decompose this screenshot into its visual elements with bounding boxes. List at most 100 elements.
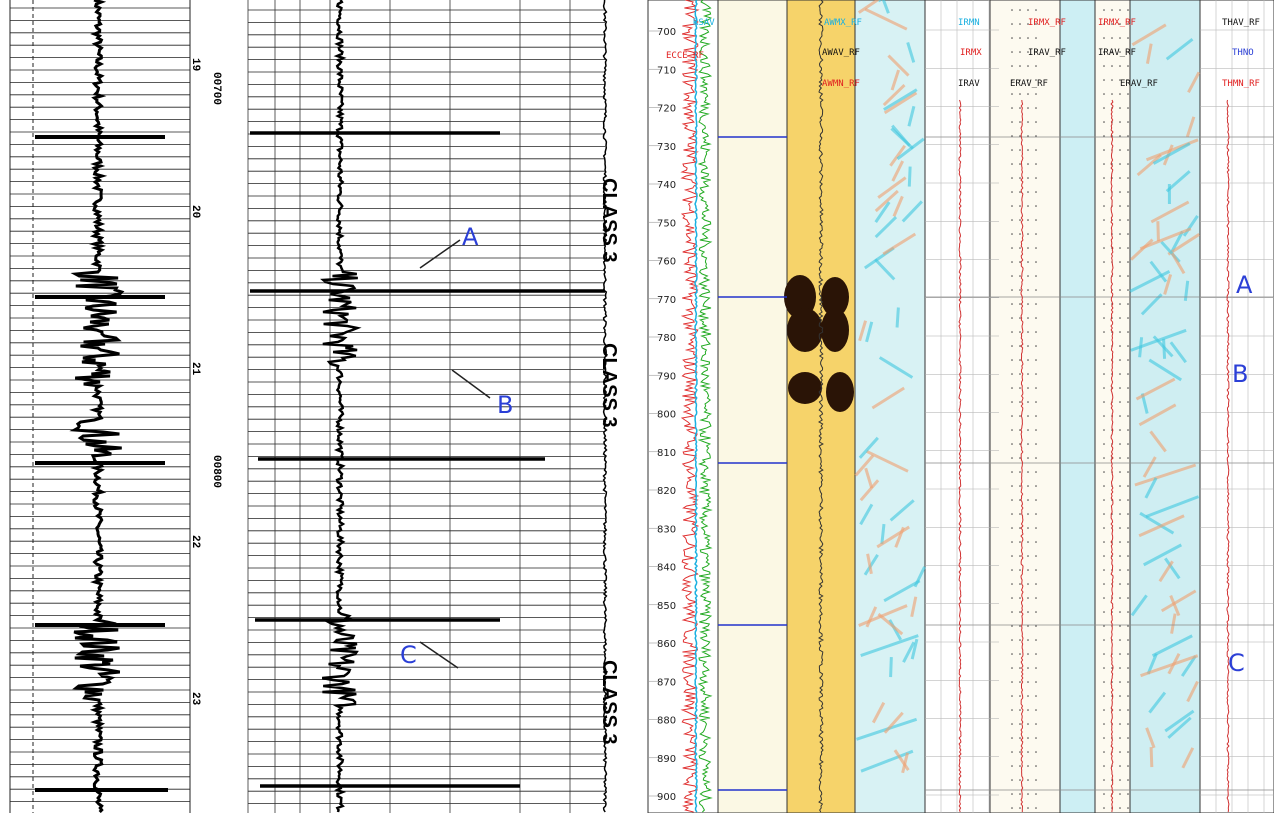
dot [1127,247,1129,249]
dot [1019,751,1021,753]
dot [1103,177,1105,179]
dot [1027,345,1029,347]
texture [1183,280,1190,301]
index-label: 00800 [210,455,222,488]
depth-label: 870 [657,677,676,688]
dot [1103,555,1105,557]
dot [1011,429,1013,431]
dot [1127,359,1129,361]
texture [857,0,881,14]
dot [1011,345,1013,347]
depth-label: 830 [657,524,676,535]
texture [858,320,868,342]
dot [1011,457,1013,459]
texture [1181,747,1195,769]
dot [1127,765,1129,767]
dot [1019,793,1021,795]
texture [874,201,891,223]
dot [1035,345,1037,347]
texture [891,160,905,182]
dot [1011,177,1013,179]
texture [860,634,919,658]
dot [1127,527,1129,529]
texture [1186,680,1199,703]
index-label: 21 [189,362,201,376]
dot [1103,737,1105,739]
dot [1035,233,1037,235]
dot [1027,149,1029,151]
dot [1119,247,1121,249]
dot [1127,23,1129,25]
depth-label: 780 [657,333,676,344]
depth-label: 730 [657,142,676,153]
dot [1019,373,1021,375]
dot [1035,429,1037,431]
dot [1019,513,1021,515]
depth-label: 880 [657,716,676,727]
texture [1135,377,1176,401]
dot [1019,289,1021,291]
dot [1027,429,1029,431]
dot [1119,149,1121,151]
texture [907,105,916,127]
texture [859,503,874,526]
dot [1027,471,1029,473]
dot [1027,737,1029,739]
dot [1035,415,1037,417]
index-label: 22 [189,535,201,548]
dot [1103,401,1105,403]
dot [1127,709,1129,711]
texture [1130,328,1187,352]
dot [1011,555,1013,557]
dot [1035,107,1037,109]
dot [1035,751,1037,753]
dot [1103,163,1105,165]
dot [1119,471,1121,473]
dot [1011,149,1013,151]
dot [1011,443,1013,445]
dot [1011,317,1013,319]
dot [1119,387,1121,389]
dot [1011,261,1013,263]
log-trace [1020,99,1024,812]
index-label: 20 [189,205,201,218]
dot [1119,723,1121,725]
dot [1019,387,1021,389]
dot [1035,695,1037,697]
texture [1164,557,1181,580]
dot [1119,779,1121,781]
dot [1035,639,1037,641]
dot [1035,597,1037,599]
dot [1103,23,1105,25]
dot [1119,541,1121,543]
dot [1035,23,1037,25]
dot [1011,639,1013,641]
texture [1148,691,1167,714]
texture [1180,655,1197,677]
texture [858,436,879,459]
dot [1035,583,1037,585]
dot [1011,275,1013,277]
dot [1019,569,1021,571]
dot [1019,681,1021,683]
log-trace [697,0,713,813]
depth-label: 810 [657,448,676,459]
texture [854,454,875,477]
log-trace [1110,99,1114,813]
dot [1103,457,1105,459]
dot [1035,331,1037,333]
texture [1149,746,1154,768]
dot [1027,23,1029,25]
dot [1019,457,1021,459]
dot [1027,51,1029,53]
dot [1011,541,1013,543]
dot [1019,443,1021,445]
dot [1027,485,1029,487]
dot [1027,681,1029,683]
dot [1103,135,1105,137]
curve-label: IRMN [958,18,980,28]
dot [1027,331,1029,333]
dot [1119,9,1121,11]
dot [1011,401,1013,403]
dot [1019,303,1021,305]
